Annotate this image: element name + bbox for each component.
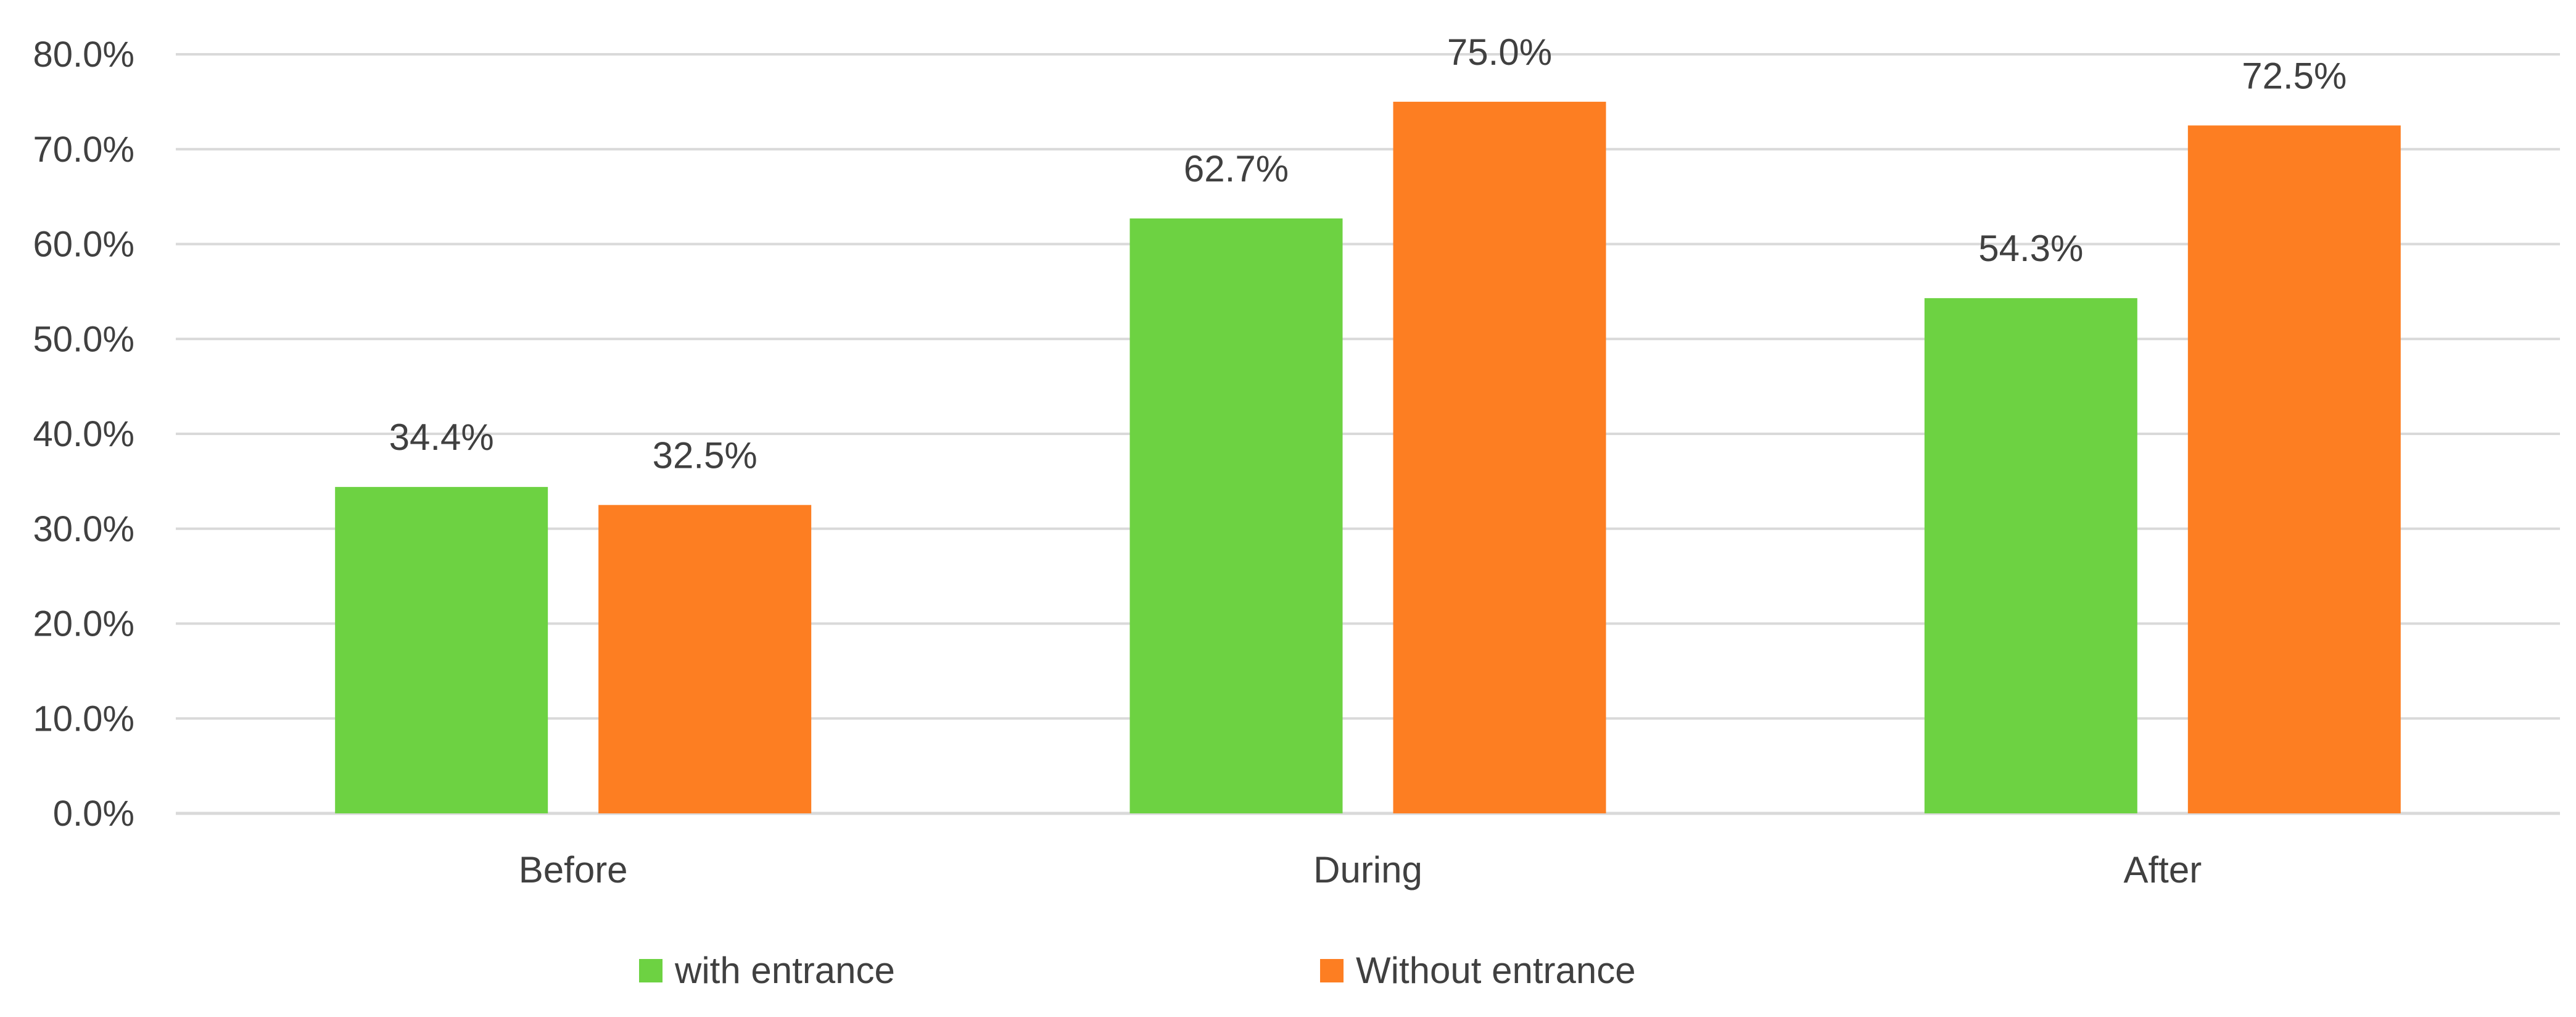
- data-label: 34.4%: [389, 417, 494, 458]
- data-label: 32.5%: [653, 434, 758, 476]
- data-labels: 34.4% 32.5% 62.7% 75.0% 54.3% 72.5%: [389, 31, 2347, 476]
- x-category-label: Before: [519, 849, 628, 890]
- gridlines: [176, 53, 2560, 815]
- legend: with entrance Without entrance: [639, 950, 1636, 991]
- x-category-label: During: [1313, 849, 1422, 890]
- legend-label: Without entrance: [1356, 950, 1636, 991]
- y-tick-label: 80.0%: [33, 35, 134, 75]
- data-label: 72.5%: [2242, 55, 2347, 96]
- y-tick-label: 70.0%: [33, 130, 134, 170]
- x-axis-categories: Before During After: [519, 849, 2202, 890]
- data-label: 62.7%: [1184, 148, 1289, 189]
- data-label: 75.0%: [1447, 31, 1552, 73]
- x-category-label: After: [2123, 849, 2202, 890]
- y-tick-label: 50.0%: [33, 319, 134, 359]
- y-tick-label: 20.0%: [33, 604, 134, 644]
- y-tick-label: 30.0%: [33, 509, 134, 549]
- y-tick-label: 60.0%: [33, 225, 134, 265]
- y-tick-label: 0.0%: [53, 794, 134, 834]
- bar-without-entrance: [2187, 125, 2401, 813]
- bar-with-entrance: [1129, 218, 1343, 813]
- bar-with-entrance: [335, 487, 548, 813]
- y-axis-ticks: 0.0% 10.0% 20.0% 30.0% 40.0% 50.0% 60.0% 70.0% 8…: [33, 35, 134, 834]
- bar-without-entrance: [1393, 101, 1606, 813]
- legend-label: with entrance: [674, 950, 895, 991]
- bar-with-entrance: [1924, 298, 2137, 813]
- legend-swatch: [639, 959, 663, 982]
- legend-swatch: [1320, 959, 1344, 982]
- data-label: 54.3%: [1978, 228, 2083, 269]
- bar-without-entrance: [598, 505, 812, 813]
- bars: [335, 101, 2401, 813]
- y-tick-label: 10.0%: [33, 699, 134, 739]
- y-tick-label: 40.0%: [33, 414, 134, 454]
